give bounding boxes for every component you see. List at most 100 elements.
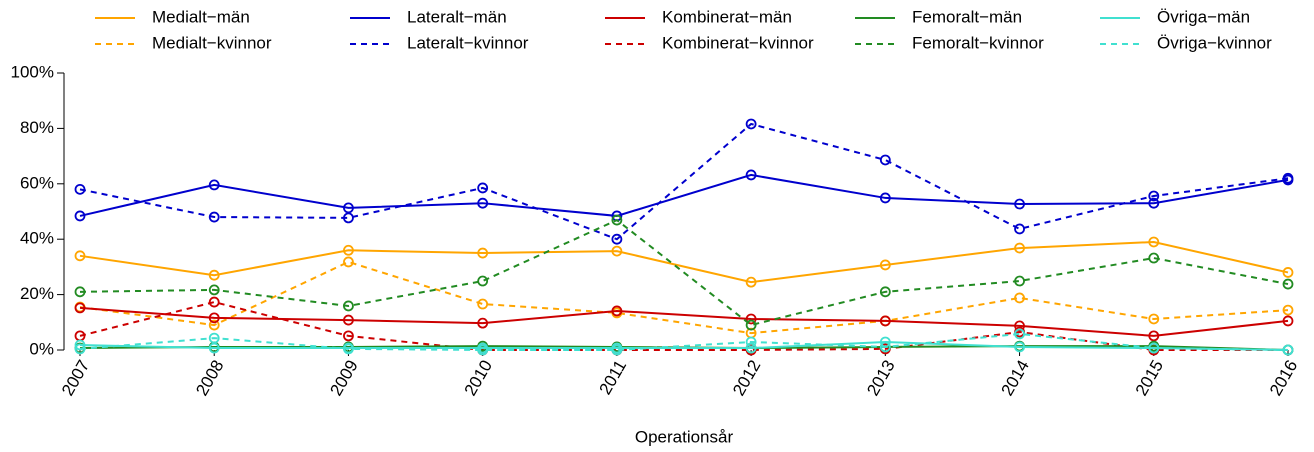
point	[208, 332, 220, 344]
point	[745, 336, 757, 348]
point	[1148, 313, 1160, 325]
y-tick-label: 60%	[20, 173, 54, 192]
point	[74, 302, 86, 314]
point	[343, 314, 354, 326]
x-tick-label: 2013	[863, 357, 898, 399]
point	[1148, 190, 1160, 202]
point	[208, 319, 220, 331]
legend-label: Lateralt−män	[407, 7, 507, 26]
point	[1014, 242, 1025, 254]
x-axis-label: Operationsår	[635, 427, 734, 446]
point	[343, 330, 354, 342]
point	[74, 286, 86, 298]
point	[477, 275, 489, 287]
series-line	[79, 122, 1289, 241]
point	[745, 169, 757, 181]
point	[611, 305, 623, 317]
point	[1282, 278, 1294, 290]
point	[879, 259, 891, 271]
point	[343, 212, 354, 224]
point	[208, 211, 220, 223]
point	[879, 341, 891, 353]
point	[1014, 292, 1025, 304]
legend-label: Femoralt−kvinnor	[912, 33, 1044, 52]
series-line	[79, 173, 1289, 217]
point	[74, 183, 86, 195]
x-tick-label: 2011	[596, 357, 631, 398]
point	[611, 245, 623, 257]
point	[611, 344, 623, 356]
point	[208, 179, 220, 191]
point	[879, 286, 891, 298]
point	[208, 312, 220, 324]
legend-label: Kombinerat−män	[662, 7, 792, 26]
legend-label: Kombinerat−kvinnor	[662, 33, 814, 52]
point	[1282, 304, 1294, 316]
point	[1148, 197, 1160, 209]
point	[1014, 320, 1025, 332]
point	[343, 202, 354, 214]
point	[477, 247, 489, 259]
point	[1282, 267, 1294, 278]
point	[1014, 275, 1025, 287]
x-tick-label: 2015	[1132, 357, 1167, 399]
point	[343, 300, 354, 312]
series-line	[79, 218, 1289, 327]
point	[343, 244, 354, 256]
y-tick-label: 20%	[20, 284, 54, 303]
x-tick-label: 2012	[729, 357, 764, 399]
point	[745, 313, 757, 325]
point	[74, 343, 86, 355]
series-line	[79, 306, 1289, 337]
point	[745, 319, 757, 331]
point	[477, 317, 489, 329]
point	[745, 118, 757, 130]
x-tick-label: 2010	[461, 357, 496, 399]
point	[1282, 344, 1294, 356]
point	[343, 256, 354, 268]
point	[879, 315, 891, 327]
y-tick-label: 0%	[29, 339, 54, 358]
point	[745, 276, 757, 288]
point	[477, 344, 489, 356]
legend-label: Medialt−kvinnor	[152, 33, 272, 52]
point	[879, 192, 891, 204]
point	[1014, 223, 1025, 235]
point	[745, 342, 757, 354]
point	[208, 284, 220, 296]
legend-label: Övriga−kvinnor	[1157, 33, 1272, 52]
point	[208, 342, 220, 354]
point	[477, 197, 489, 209]
legend-label: Medialt−män	[152, 7, 250, 26]
point	[1282, 315, 1294, 327]
x-tick-label: 2008	[192, 357, 227, 399]
series-line	[79, 301, 1288, 351]
point	[1148, 252, 1160, 264]
point	[74, 250, 86, 262]
point	[1014, 341, 1025, 353]
point	[208, 269, 220, 281]
point	[1148, 330, 1160, 342]
legend-label: Femoralt−män	[912, 7, 1022, 26]
point	[208, 296, 220, 308]
y-tick-label: 80%	[20, 118, 54, 137]
point	[477, 182, 489, 194]
point	[74, 210, 86, 222]
point	[879, 154, 891, 166]
series-line	[79, 240, 1289, 284]
point	[1014, 198, 1025, 210]
x-tick-label: 2016	[1266, 357, 1301, 399]
x-tick-label: 2009	[326, 357, 361, 399]
point	[477, 298, 489, 310]
series-line	[79, 340, 1289, 351]
x-tick-label: 2007	[58, 357, 93, 399]
point	[1014, 328, 1025, 340]
y-tick-label: 100%	[11, 62, 54, 81]
x-tick-label: 2014	[998, 357, 1033, 399]
y-tick-label: 40%	[20, 229, 54, 248]
point	[1148, 236, 1160, 248]
point	[611, 233, 623, 245]
point	[343, 343, 354, 355]
series-line	[79, 332, 1289, 351]
